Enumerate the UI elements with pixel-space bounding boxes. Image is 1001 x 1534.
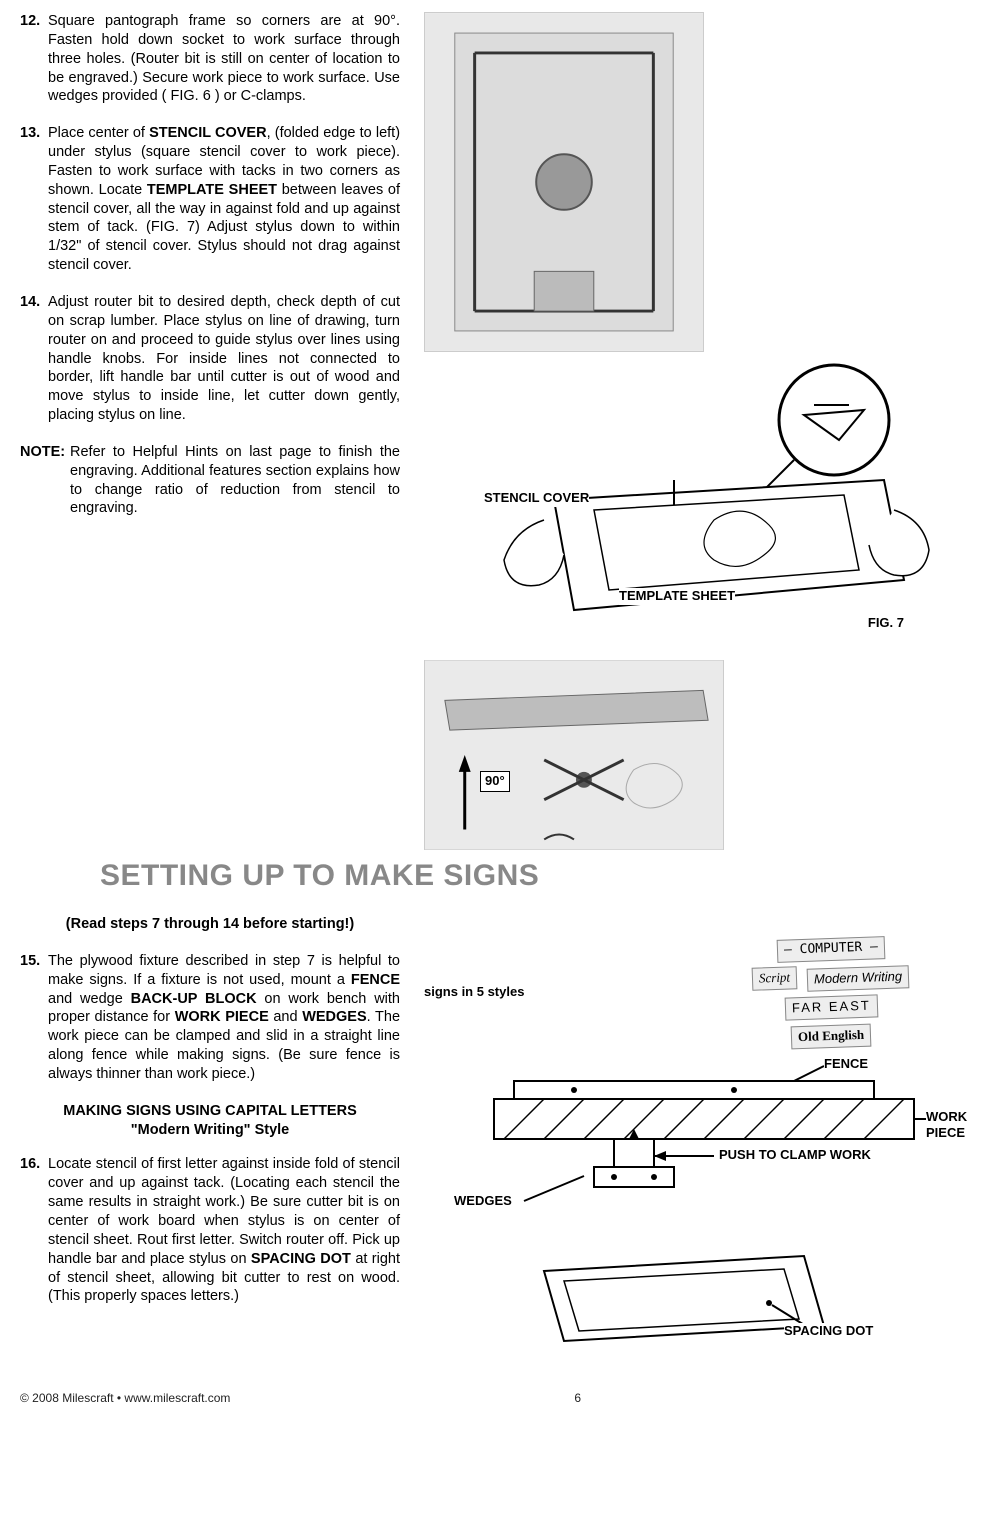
work-piece-label: WORK PIECE: [926, 1109, 981, 1143]
step-16-text: Locate stencil of first letter against i…: [48, 1155, 400, 1306]
stencil-cover-label: STENCIL COVER: [484, 490, 589, 507]
sign-styles-stack: — COMPUTER — Script Modern Writing FAR E…: [681, 935, 981, 1051]
step-15-number: 15.: [20, 952, 48, 1084]
right-column-top: STENCIL COVER TEMPLATE SHEET FIG. 7 90°: [424, 12, 981, 850]
note-text: Refer to Helpful Hints on last page to f…: [70, 443, 400, 518]
fig-7-label: FIG. 7: [868, 615, 904, 632]
figure-7: STENCIL COVER TEMPLATE SHEET FIG. 7: [424, 360, 944, 660]
s15-t2: and wedge: [48, 991, 131, 1007]
angle-90-label: 90°: [480, 771, 510, 792]
spacing-dot-label: SPACING DOT: [784, 1323, 873, 1340]
left-column-bottom: (Read steps 7 through 14 before starting…: [20, 905, 400, 1361]
figure-wedge-diagram: FENCE WORK PIECE PUSH TO CLAMP WORK WEDG…: [454, 1061, 981, 1221]
sign-oldenglish: Old English: [791, 1023, 872, 1049]
step-12: 12. Square pantograph frame so corners a…: [20, 12, 400, 106]
s15-b3: WORK PIECE: [175, 1009, 269, 1025]
s15-b1: FENCE: [351, 972, 400, 988]
step-14: 14. Adjust router bit to desired depth, …: [20, 293, 400, 425]
note-block: NOTE: Refer to Helpful Hints on last pag…: [20, 443, 400, 518]
footer-copyright: © 2008 Milescraft • www.milescraft.com: [20, 1391, 230, 1407]
step-16: 16. Locate stencil of first letter again…: [20, 1155, 400, 1306]
top-columns: 12. Square pantograph frame so corners a…: [20, 12, 981, 850]
step-13-t1: Place center of: [48, 125, 149, 141]
section-title-make-signs: SETTING UP TO MAKE SIGNS: [100, 856, 981, 895]
figure-90-degree: 90°: [424, 660, 724, 850]
step-13-number: 13.: [20, 124, 48, 275]
subhead-making-signs: MAKING SIGNS USING CAPITAL LETTERS "Mode…: [20, 1102, 400, 1140]
sign-computer: — COMPUTER —: [777, 936, 886, 963]
s15-b2: BACK-UP BLOCK: [131, 991, 257, 1007]
sign-fareast: FAR EAST: [784, 994, 878, 1020]
step-12-text: Square pantograph frame so corners are a…: [48, 12, 400, 106]
bottom-columns: (Read steps 7 through 14 before starting…: [20, 905, 981, 1361]
sign-script: Script: [752, 966, 798, 990]
step-12-number: 12.: [20, 12, 48, 106]
figure-spacing-dot: SPACING DOT: [504, 1241, 981, 1361]
sign-modern: Modern Writing: [807, 965, 910, 991]
figure-sign-styles: signs in 5 styles — COMPUTER — Script Mo…: [424, 935, 981, 1051]
s15-t1: The plywood fixture described in step 7 …: [48, 953, 400, 988]
step-13-b2: TEMPLATE SHEET: [147, 182, 277, 198]
step-16-number: 16.: [20, 1155, 48, 1306]
s15-t4: and: [269, 1009, 302, 1025]
footer-page-number: 6: [574, 1391, 581, 1407]
step-13-b1: STENCIL COVER: [149, 125, 266, 141]
fence-label: FENCE: [824, 1056, 868, 1073]
right-column-bottom: signs in 5 styles — COMPUTER — Script Mo…: [424, 905, 981, 1361]
wedges-label: WEDGES: [454, 1193, 512, 1210]
step-13: 13. Place center of STENCIL COVER, (fold…: [20, 124, 400, 275]
step-14-text: Adjust router bit to desired depth, chec…: [48, 293, 400, 425]
left-column-top: 12. Square pantograph frame so corners a…: [20, 12, 400, 850]
push-to-clamp-label: PUSH TO CLAMP WORK: [719, 1147, 871, 1164]
subhead-line-b: "Modern Writing" Style: [20, 1121, 400, 1140]
step-14-number: 14.: [20, 293, 48, 425]
step-13-text: Place center of STENCIL COVER, (folded e…: [48, 124, 400, 275]
subhead-line-a: MAKING SIGNS USING CAPITAL LETTERS: [20, 1102, 400, 1121]
s15-b4: WEDGES: [302, 1009, 366, 1025]
pre-read-note: (Read steps 7 through 14 before starting…: [20, 915, 400, 934]
note-label: NOTE:: [20, 443, 70, 518]
template-sheet-label: TEMPLATE SHEET: [619, 588, 735, 605]
s16-b1: SPACING DOT: [251, 1251, 351, 1267]
sign-styles-caption: signs in 5 styles: [424, 984, 524, 1001]
figure-pantograph-photo: [424, 12, 704, 352]
page-footer: © 2008 Milescraft • www.milescraft.com 6: [20, 1391, 981, 1407]
step-15: 15. The plywood fixture described in ste…: [20, 952, 400, 1084]
step-15-text: The plywood fixture described in step 7 …: [48, 952, 400, 1084]
